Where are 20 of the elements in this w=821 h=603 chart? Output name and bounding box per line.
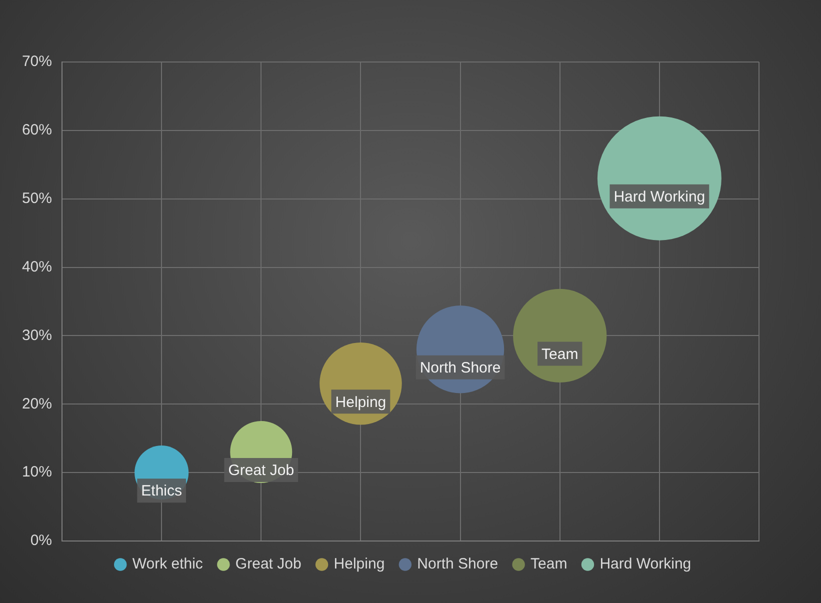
- legend-label: Great Job: [235, 556, 302, 573]
- annotation: Helping: [335, 394, 386, 411]
- annotation: Hard Working: [614, 188, 706, 206]
- y-tick-label: 30%: [22, 326, 52, 344]
- annotation: Ethics: [141, 482, 182, 500]
- y-tick-label: 0%: [30, 532, 52, 550]
- legend-label: Work ethic: [132, 556, 204, 573]
- y-tick-label: 10%: [22, 464, 52, 481]
- annotation: Great Job: [228, 462, 294, 480]
- y-tick-label: 60%: [22, 122, 52, 139]
- legend-label: Hard Working: [600, 556, 692, 573]
- y-tick-label: 40%: [22, 258, 52, 276]
- legend-label: Helping: [334, 556, 385, 573]
- y-tick-label: 50%: [22, 190, 52, 207]
- annotation: North Shore: [420, 360, 501, 377]
- legend-label: Team: [530, 556, 568, 573]
- legend-label: North Shore: [417, 556, 498, 573]
- y-tick-label: 20%: [22, 395, 52, 412]
- annotation: Team: [542, 346, 578, 363]
- y-tick-label: 70%: [22, 53, 52, 70]
